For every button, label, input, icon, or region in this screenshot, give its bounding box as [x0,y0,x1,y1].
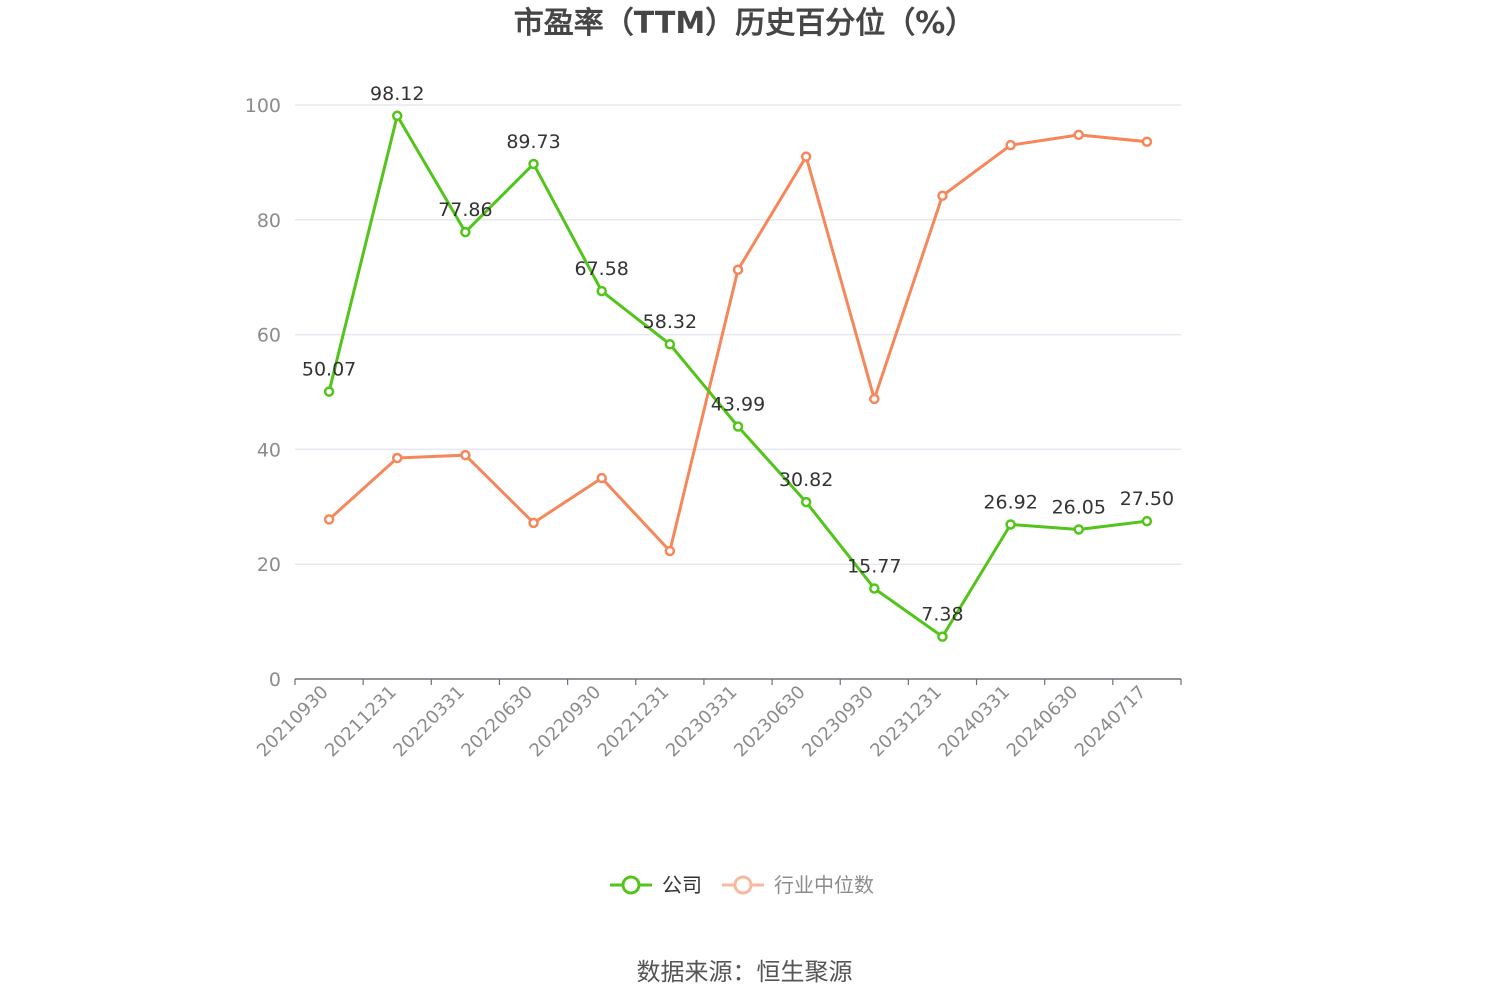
company-data-label: 30.82 [779,469,833,491]
legend-circle-marker [733,875,753,895]
company-data-label: 58.32 [643,311,697,333]
company-data-label: 15.77 [847,555,901,577]
industry-median-data-point [528,517,539,529]
company-data-label: 7.38 [921,604,963,626]
company-data-point [937,631,948,642]
company-data-label: 26.92 [983,491,1037,513]
company-data-point [800,496,812,508]
company-data-point [528,158,539,170]
y-tick-label: 40 [257,439,281,461]
industry-median-data-point [937,190,948,201]
x-tick-label: 20210930 [253,682,333,762]
legend-item-company[interactable]: 公司 [610,873,702,897]
industry-median-data-point [391,452,403,464]
y-tick-label: 60 [257,325,281,347]
chart-title: 市盈率（TTM）历史百分位（%） [513,6,976,41]
company-data-point [460,226,471,238]
y-tick-label: 0 [269,669,281,691]
company-data-point [664,338,676,350]
x-tick-label: 20240630 [1003,682,1083,762]
company-data-label: 50.07 [302,359,356,381]
x-tick-label: 20240331 [935,682,1015,762]
legend-circle-marker [621,875,641,895]
x-tick-label: 20220331 [389,682,469,762]
industry-median-data-point [732,264,744,275]
x-tick-label: 20211231 [321,682,401,762]
industry-median-data-point [664,545,676,557]
x-tick-label: 20230630 [730,682,810,762]
x-tick-label: 20230930 [798,682,878,762]
x-tick-label: 20231231 [866,682,946,762]
company-series-line [327,114,1149,639]
y-tick-label: 80 [257,210,281,232]
industry-median-data-point [1141,136,1153,147]
industry-median-data-point [460,449,471,461]
company-data-label: 43.99 [711,393,765,415]
company-data-point [391,110,403,122]
x-tick-label: 20221231 [594,682,674,762]
x-tick-label: 20240717 [1071,682,1151,762]
industry-median-data-point [323,514,335,525]
y-tick-label: 20 [257,554,281,576]
company-data-label: 67.58 [574,258,628,280]
company-data-point [1141,515,1153,527]
industry-median-data-point [869,393,880,405]
company-data-label: 27.50 [1120,488,1174,510]
company-data-point [1005,519,1016,530]
company-data-point [323,386,335,397]
industry-median-data-point [800,151,812,162]
company-data-point [732,421,744,432]
company-data-point [596,285,607,297]
company-data-label: 77.86 [438,199,492,221]
company-data-label: 98.12 [370,83,424,105]
legend-label: 行业中位数 [774,873,874,897]
company-data-label: 89.73 [506,131,560,153]
data-source-note: 数据来源：恒生聚源 [636,958,853,986]
industry-median-series-line [327,133,1149,553]
y-tick-label: 100 [245,95,281,117]
company-data-point [869,583,880,594]
legend-label: 公司 [662,873,702,897]
x-tick-label: 20220630 [457,682,537,762]
x-tick-label: 20230331 [662,682,742,762]
industry-median-data-point [1005,139,1016,151]
industry-median-data-point [1073,129,1085,141]
industry-median-data-point [596,472,607,484]
company-data-point [1073,524,1085,535]
x-tick-label: 20220930 [526,682,606,762]
legend-item-industry-median[interactable]: 行业中位数 [722,873,874,897]
company-data-label: 26.05 [1052,496,1106,518]
